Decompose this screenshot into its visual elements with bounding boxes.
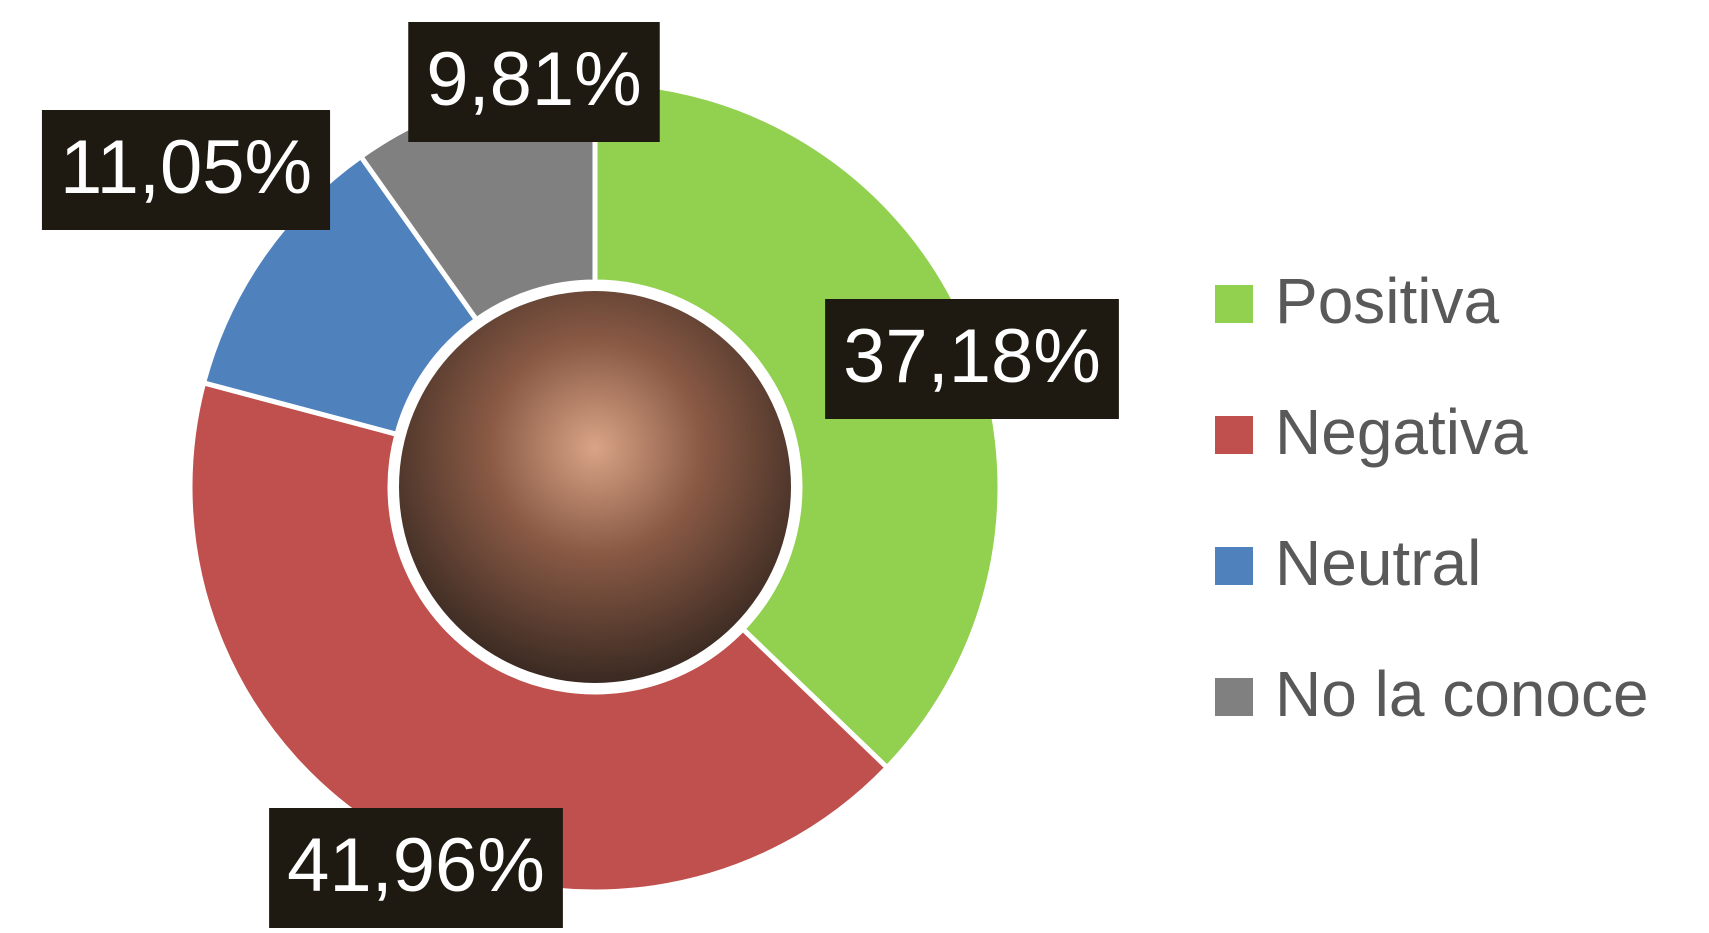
legend-label: Negativa bbox=[1275, 396, 1528, 468]
legend-swatch bbox=[1215, 547, 1253, 585]
legend-swatch bbox=[1215, 678, 1253, 716]
data-label: 9,81% bbox=[426, 37, 642, 122]
legend-swatch bbox=[1215, 285, 1253, 323]
legend-swatch bbox=[1215, 416, 1253, 454]
legend-label: Positiva bbox=[1275, 265, 1500, 337]
data-label: 41,96% bbox=[287, 823, 545, 908]
legend-label: Neutral bbox=[1275, 527, 1481, 599]
legend-label: No la conoce bbox=[1275, 658, 1649, 730]
data-label-box bbox=[41, 110, 331, 230]
data-label-box bbox=[408, 22, 660, 142]
data-label: 11,05% bbox=[60, 125, 312, 210]
data-label: 37,18% bbox=[843, 314, 1101, 399]
legend: Positiva Negativa Neutral No la conoce bbox=[1215, 265, 1649, 730]
data-label-box bbox=[825, 299, 1119, 419]
data-labels: 37,18% 41,96% 11,05% 9,81% bbox=[41, 22, 1119, 928]
donut bbox=[187, 79, 1003, 895]
data-label-box bbox=[269, 808, 563, 928]
photo bbox=[399, 291, 791, 683]
